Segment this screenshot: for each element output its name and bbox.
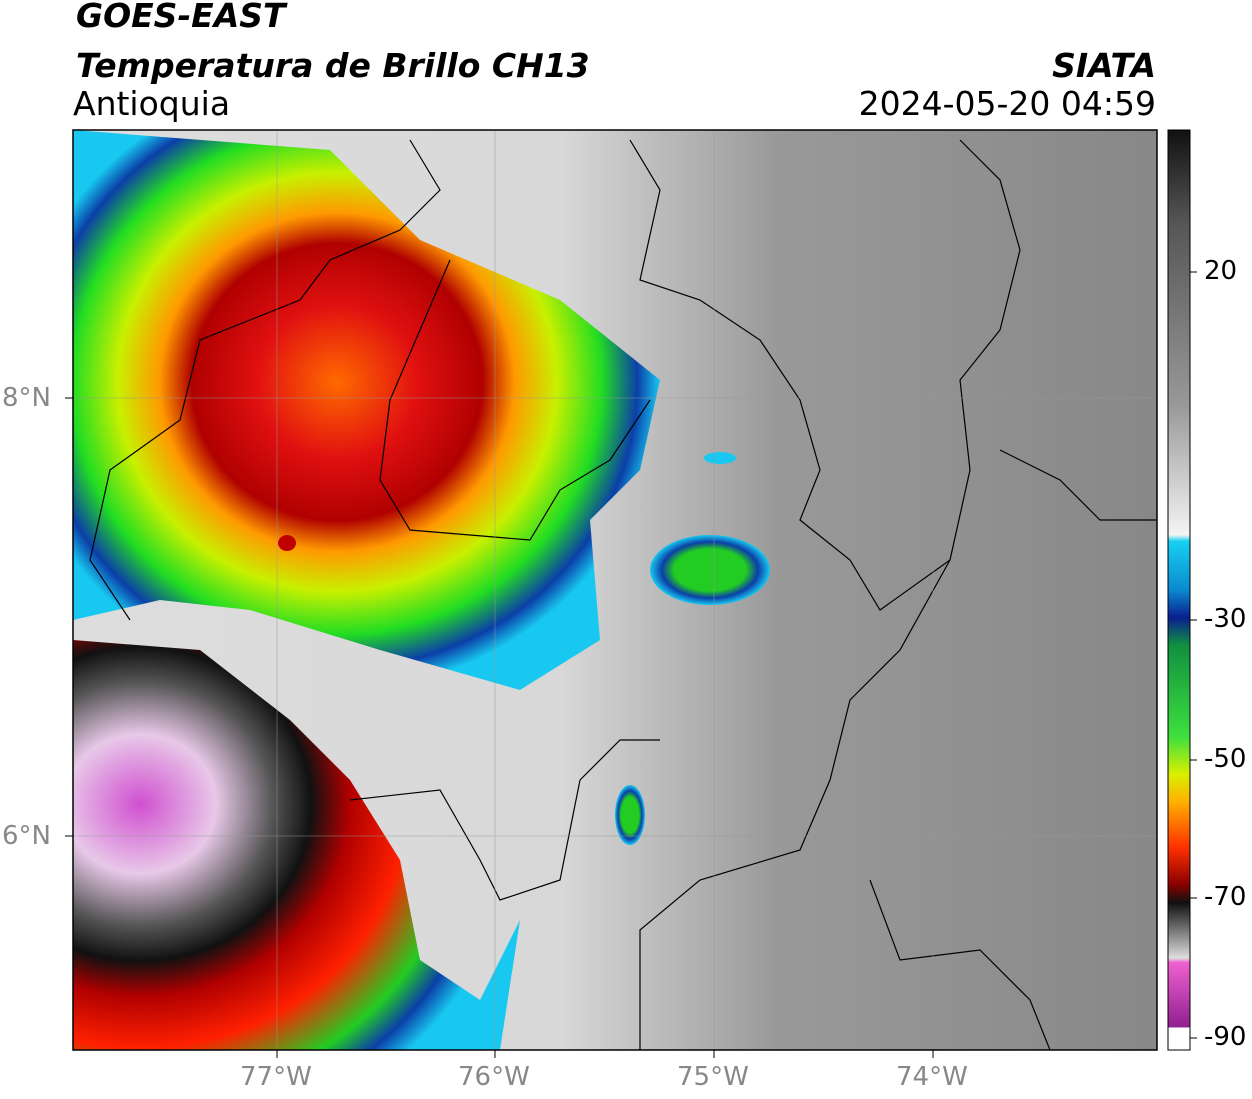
cell xyxy=(278,535,296,551)
convective-system-south xyxy=(73,640,520,1050)
colorbar-tick-label: 20 xyxy=(1204,256,1238,286)
lon-tick-label: 75°W xyxy=(677,1062,749,1092)
cell xyxy=(650,535,770,605)
product-title: Temperatura de Brillo CH13 xyxy=(76,46,590,85)
graticule xyxy=(73,130,1157,1050)
colorbar-tick-label: -90 xyxy=(1204,1022,1247,1052)
map-frame xyxy=(72,129,1158,1051)
region-label: Antioquia xyxy=(73,84,231,123)
lon-tick-label: 74°W xyxy=(896,1062,968,1092)
cell xyxy=(704,452,736,464)
colorbar-tick-label: -70 xyxy=(1204,882,1247,912)
cell xyxy=(615,785,645,845)
colorbar-ticks xyxy=(1190,271,1197,1039)
source-label: SIATA xyxy=(1052,46,1156,85)
convective-system-north xyxy=(73,130,660,690)
map-ticks xyxy=(65,397,934,1058)
lat-tick-label: 8°N xyxy=(2,383,51,413)
lon-tick-label: 77°W xyxy=(240,1062,312,1092)
colorbar-tick-label: -30 xyxy=(1204,604,1247,634)
colorbar-tick-label: -50 xyxy=(1204,744,1247,774)
lon-tick-label: 76°W xyxy=(458,1062,530,1092)
datetime-label: 2024-05-20 04:59 xyxy=(858,84,1156,123)
boundaries xyxy=(89,139,1157,1050)
lat-tick-label: 6°N xyxy=(2,821,51,851)
colorbar xyxy=(1167,129,1191,1051)
satellite-title: GOES-EAST xyxy=(76,0,286,35)
